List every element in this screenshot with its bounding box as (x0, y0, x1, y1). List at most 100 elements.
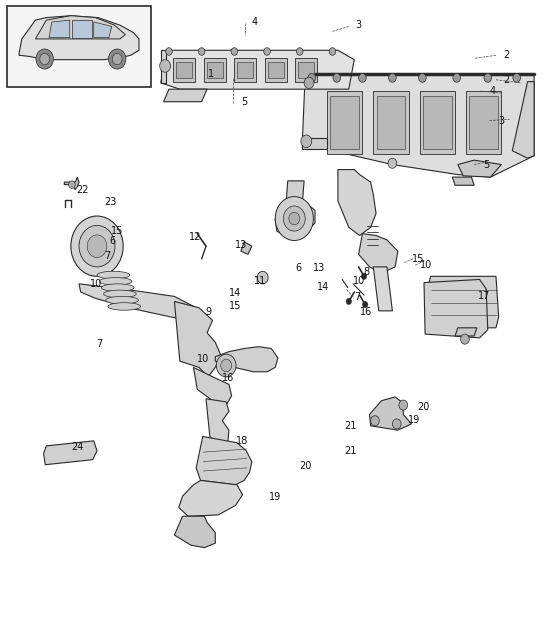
Polygon shape (455, 328, 477, 336)
Circle shape (296, 48, 303, 55)
Circle shape (275, 197, 313, 241)
Text: 23: 23 (105, 197, 117, 207)
Text: 2: 2 (504, 50, 510, 60)
Bar (420, 91, 455, 154)
Polygon shape (19, 16, 139, 60)
Polygon shape (359, 234, 398, 273)
Circle shape (79, 225, 115, 267)
Polygon shape (174, 301, 221, 377)
Bar (377, 96, 405, 149)
Bar (298, 62, 314, 78)
Text: 20: 20 (299, 461, 311, 471)
Circle shape (359, 73, 366, 82)
Ellipse shape (108, 303, 141, 310)
Circle shape (231, 48, 238, 55)
Circle shape (346, 298, 352, 305)
Text: 15: 15 (412, 254, 424, 264)
Polygon shape (72, 20, 92, 38)
Text: 18: 18 (237, 436, 249, 446)
Text: 2: 2 (504, 75, 510, 85)
Polygon shape (428, 276, 499, 328)
Text: 11: 11 (255, 276, 267, 286)
Polygon shape (241, 242, 252, 254)
Circle shape (264, 48, 270, 55)
Bar (330, 96, 359, 149)
Text: 16: 16 (360, 307, 372, 317)
Text: 10: 10 (353, 276, 365, 286)
Circle shape (484, 73, 492, 82)
Circle shape (166, 48, 172, 55)
Circle shape (257, 271, 268, 284)
Circle shape (198, 48, 205, 55)
Bar (423, 96, 452, 149)
Circle shape (289, 212, 300, 225)
Text: 15: 15 (229, 301, 241, 311)
Polygon shape (424, 279, 488, 338)
Bar (7, 6, 151, 87)
Polygon shape (373, 267, 392, 311)
Circle shape (71, 216, 123, 276)
Ellipse shape (99, 278, 132, 285)
Ellipse shape (104, 290, 136, 298)
Circle shape (388, 158, 397, 168)
Text: 19: 19 (269, 492, 281, 502)
Text: 21: 21 (344, 446, 356, 456)
Polygon shape (302, 138, 327, 149)
Text: 1: 1 (208, 69, 215, 79)
Polygon shape (179, 480, 243, 516)
Ellipse shape (106, 296, 138, 304)
Bar (466, 91, 501, 154)
Circle shape (301, 135, 312, 148)
Circle shape (308, 73, 316, 82)
Polygon shape (286, 181, 304, 202)
Text: 4: 4 (252, 17, 258, 27)
Text: 3: 3 (355, 20, 362, 30)
Ellipse shape (97, 271, 130, 279)
Circle shape (361, 273, 367, 279)
Polygon shape (370, 397, 411, 430)
Circle shape (40, 53, 50, 65)
Bar (268, 62, 284, 78)
Circle shape (399, 400, 408, 410)
Text: 10: 10 (197, 354, 209, 364)
Circle shape (216, 354, 236, 377)
Circle shape (36, 49, 53, 69)
Circle shape (362, 301, 368, 308)
Polygon shape (452, 177, 474, 185)
Circle shape (392, 419, 401, 429)
Circle shape (333, 73, 341, 82)
Circle shape (87, 235, 107, 257)
Bar (295, 58, 317, 82)
Text: 24: 24 (72, 442, 84, 452)
Circle shape (371, 416, 379, 426)
Circle shape (160, 60, 171, 72)
Bar (265, 58, 287, 82)
Circle shape (419, 73, 426, 82)
Text: 14: 14 (317, 282, 329, 292)
Text: 15: 15 (111, 226, 123, 236)
Text: 14: 14 (229, 288, 241, 298)
Circle shape (389, 73, 396, 82)
Circle shape (304, 77, 314, 89)
Bar (469, 96, 498, 149)
Polygon shape (193, 367, 232, 405)
Polygon shape (196, 436, 252, 485)
Text: 8: 8 (363, 267, 370, 277)
Text: 7: 7 (354, 292, 360, 302)
Circle shape (329, 48, 336, 55)
Polygon shape (458, 160, 501, 177)
Polygon shape (44, 441, 97, 465)
Text: 10: 10 (90, 279, 102, 289)
Circle shape (69, 181, 75, 188)
Text: 5: 5 (483, 160, 489, 170)
Text: 16: 16 (222, 373, 234, 383)
Text: 7: 7 (104, 251, 111, 261)
Text: 7: 7 (96, 338, 103, 349)
Bar (176, 62, 192, 78)
Text: 22: 22 (77, 185, 89, 195)
Polygon shape (302, 74, 534, 177)
Polygon shape (161, 50, 354, 89)
Polygon shape (49, 20, 70, 38)
Bar (207, 62, 223, 78)
Text: 4: 4 (489, 86, 495, 96)
